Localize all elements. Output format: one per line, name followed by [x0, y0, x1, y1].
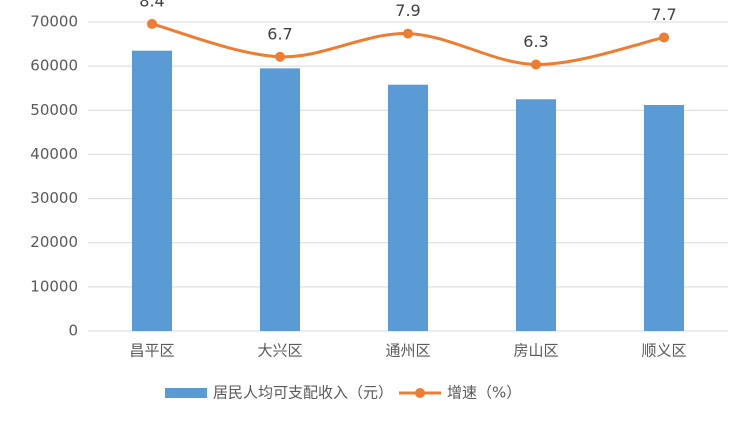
- line-point: [403, 28, 413, 39]
- legend-swatch: [415, 388, 426, 398]
- line-point: [275, 51, 285, 62]
- y-tick-label: 0: [68, 322, 78, 340]
- data-label: 6.3: [523, 32, 548, 51]
- bar: [388, 84, 428, 331]
- y-tick-label: 60000: [30, 57, 78, 75]
- y-tick-label: 70000: [30, 13, 78, 31]
- bar: [516, 99, 556, 331]
- x-tick-label: 昌平区: [129, 342, 174, 360]
- data-label: 7.7: [651, 5, 676, 24]
- legend-label: 增速（%）: [447, 384, 521, 402]
- x-tick-label: 通州区: [385, 342, 430, 360]
- line-point: [659, 32, 669, 43]
- y-tick-label: 10000: [30, 277, 78, 295]
- bar: [260, 68, 300, 331]
- bar: [644, 104, 684, 331]
- line-point: [531, 59, 541, 70]
- line-point: [147, 18, 157, 29]
- x-tick-label: 房山区: [513, 342, 558, 360]
- data-label: 7.9: [395, 1, 420, 20]
- x-tick-label: 顺义区: [641, 342, 686, 360]
- data-label: 6.7: [267, 24, 292, 43]
- x-tick-label: 大兴区: [257, 342, 302, 360]
- y-tick-label: 20000: [30, 233, 78, 251]
- y-tick-label: 30000: [30, 189, 78, 207]
- data-label: 8.4: [139, 0, 164, 10]
- bar: [132, 50, 172, 331]
- y-tick-label: 40000: [30, 145, 78, 163]
- y-tick-label: 50000: [30, 101, 78, 119]
- legend-swatch: [165, 388, 207, 398]
- legend-label: 居民人均可支配收入（元）: [213, 384, 393, 402]
